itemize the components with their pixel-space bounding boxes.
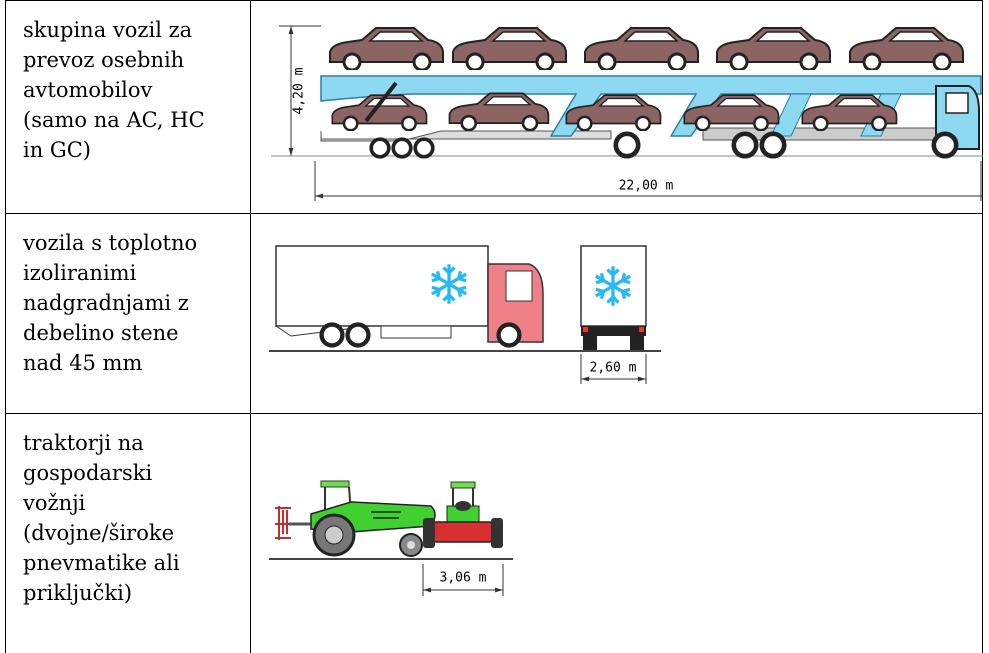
text-line: vozila s toplotno [23,231,198,255]
text-line: gospodarski [23,461,153,485]
text-line: priključki) [23,581,133,605]
text-line: prevoz osebnih [23,48,185,72]
dimension-label: 3,06 m [440,571,487,586]
row: traktorji na gospodarski vožnji (dvojne/… [5,413,983,653]
description: skupina vozil za prevoz osebnih avtomobi… [6,1,251,213]
description: traktorji na gospodarski vožnji (dvojne/… [6,414,251,653]
row: skupina vozil za prevoz osebnih avtomobi… [5,0,983,213]
text-line: pnevmatike ali [23,551,180,575]
tractor-drawing: 3,06 m [269,480,513,596]
text-line: (samo na AC, HC [23,108,205,132]
text-line: skupina vozil za [23,18,193,42]
dimension-label: 2,60 m [590,361,637,376]
text-line: vožnji [23,491,86,515]
car-transporter-drawing: 4,20 m 22,00 m [271,25,983,201]
text-line: debelino stene [23,321,179,345]
dimension-label: 22,00 m [619,179,674,194]
text-line: nadgradnjami z [23,291,189,315]
reefer-truck-drawing: 2,60 m [269,245,661,384]
dimension-label: 4,20 m [292,67,307,114]
text-line: traktorji na [23,431,144,455]
text-line: avtomobilov [23,78,153,102]
text-line: nad 45 mm [23,351,143,375]
description: vozila s toplotno izoliranimi nadgradnja… [6,214,251,413]
row: vozila s toplotno izoliranimi nadgradnja… [5,213,983,413]
text-line: izoliranimi [23,261,137,285]
text-line: in GC) [23,138,91,162]
text-line: (dvojne/široke [23,521,175,545]
